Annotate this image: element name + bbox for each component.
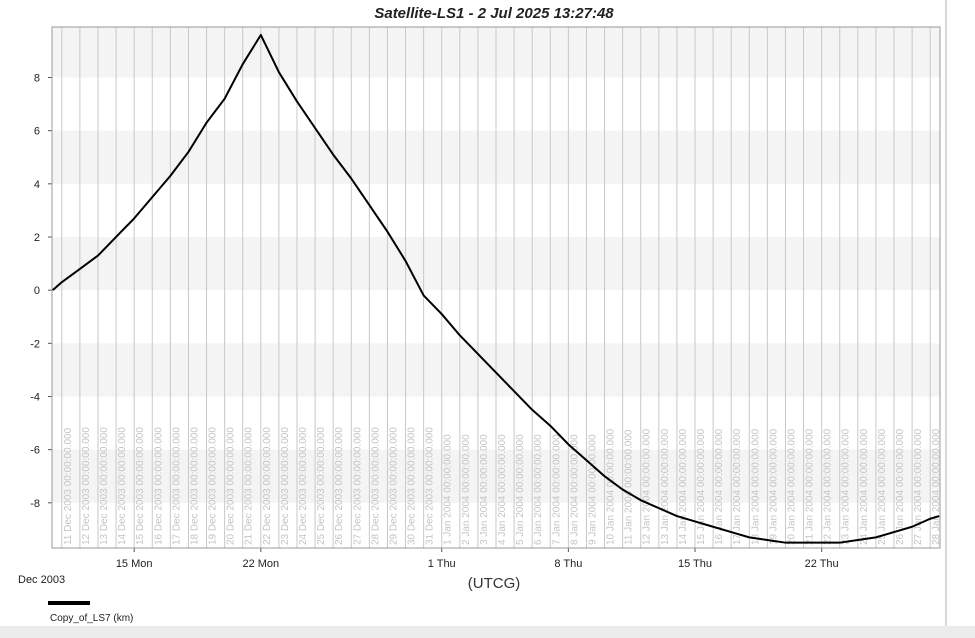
x-major-tick-label: 8 Thu (554, 558, 582, 570)
status-strip (0, 626, 975, 638)
x-tick-label: 17 Jan 2004 00:00:00.000 (732, 428, 743, 545)
y-tick-label: 4 (34, 179, 40, 191)
x-axis-label: (UTCG) (468, 575, 521, 592)
x-tick-label: 5 Jan 2004 00:00:00.000 (515, 434, 526, 545)
x-tick-label: 26 Dec 2003 00:00:00.000 (334, 427, 345, 545)
x-major-tick-label: 15 Thu (678, 558, 712, 570)
x-tick-label: 16 Jan 2004 00:00:00.000 (714, 428, 725, 545)
x-tick-label: 27 Dec 2003 00:00:00.000 (352, 427, 363, 545)
x-tick-label: 12 Dec 2003 00:00:00.000 (81, 427, 92, 545)
x-tick-label: 11 Jan 2004 00:00:00.000 (624, 429, 635, 545)
x-tick-label: 18 Jan 2004 00:00:00.000 (750, 428, 761, 545)
x-major-tick-label: 22 Mon (242, 558, 279, 570)
x-tick-label: 24 Dec 2003 00:00:00.000 (298, 427, 309, 545)
y-tick-label: 0 (34, 285, 40, 297)
x-tick-label: 18 Dec 2003 00:00:00.000 (189, 427, 200, 545)
x-tick-label: 28 Jan 2004 00:00:00.000 (931, 428, 942, 545)
x-tick-label: 3 Jan 2004 00:00:00.000 (479, 434, 490, 545)
x-tick-label: 19 Jan 2004 00:00:00.000 (768, 428, 779, 545)
x-tick-label: 20 Dec 2003 00:00:00.000 (226, 427, 237, 545)
x-tick-label: 9 Jan 2004 00:00:00.000 (587, 434, 598, 545)
x-tick-label: 14 Dec 2003 00:00:00.000 (117, 427, 128, 545)
x-major-tick-label: 1 Thu (428, 558, 456, 570)
x-tick-label: 14 Jan 2004 00:00:00.000 (678, 428, 689, 545)
chart-title: Satellite-LS1 - 2 Jul 2025 13:27:48 (374, 5, 614, 22)
x-tick-label: 11 Dec 2003 00:00:00.000 (63, 427, 74, 545)
y-tick-label: -6 (30, 445, 40, 457)
y-tick-label: 6 (34, 126, 40, 138)
y-tick-label: 2 (34, 232, 40, 244)
x-tick-label: 23 Dec 2003 00:00:00.000 (280, 427, 291, 545)
x-tick-label: 22 Dec 2003 00:00:00.000 (262, 427, 273, 545)
x-major-tick-label: 22 Thu (805, 558, 839, 570)
x-tick-label: 26 Jan 2004 00:00:00.000 (895, 428, 906, 545)
y-tick-label: -8 (30, 498, 40, 510)
legend-label: Copy_of_LS7 (km) (50, 613, 133, 624)
x-tick-label: 10 Jan 2004 00:00:00.000 (606, 428, 617, 545)
x-tick-label: 19 Dec 2003 00:00:00.000 (208, 427, 219, 545)
x-major-tick-label: 15 Mon (116, 558, 153, 570)
x-tick-label: 4 Jan 2004 00:00:00.000 (497, 434, 508, 545)
x-tick-label: 7 Jan 2004 00:00:00.000 (551, 434, 562, 545)
x-tick-label: 29 Dec 2003 00:00:00.000 (388, 427, 399, 545)
x-tick-label: 6 Jan 2004 00:00:00.000 (533, 434, 544, 545)
x-tick-label: 15 Dec 2003 00:00:00.000 (135, 427, 146, 545)
x-tick-label: 22 Jan 2004 00:00:00.000 (823, 428, 834, 545)
x-tick-label: 20 Jan 2004 00:00:00.000 (786, 428, 797, 545)
y-tick-label: -2 (30, 338, 40, 350)
x-tick-label: 27 Jan 2004 00:00:00.000 (913, 428, 924, 545)
x-tick-label: 12 Jan 2004 00:00:00.000 (642, 428, 653, 545)
plot-frame (51, 26, 941, 549)
x-tick-label: 8 Jan 2004 00:00:00.000 (569, 434, 580, 545)
x-tick-label: 17 Dec 2003 00:00:00.000 (171, 427, 182, 545)
x-tick-label: 2 Jan 2004 00:00:00.000 (461, 434, 472, 545)
x-tick-label: 15 Jan 2004 00:00:00.000 (696, 428, 707, 545)
x-tick-label: 25 Jan 2004 00:00:00.000 (877, 428, 888, 545)
x-tick-label: 30 Dec 2003 00:00:00.000 (407, 427, 418, 545)
x-tick-label: 1 Jan 2004 00:00:00.000 (443, 434, 454, 545)
x-tick-label: 24 Jan 2004 00:00:00.000 (859, 428, 870, 545)
data-line (52, 33, 940, 544)
x-tick-label: 21 Jan 2004 00:00:00.000 (805, 428, 816, 545)
x-tick-label: 13 Jan 2004 00:00:00.000 (660, 428, 671, 545)
x-period-label: Dec 2003 (18, 574, 65, 586)
x-tick-label: 13 Dec 2003 00:00:00.000 (99, 427, 110, 545)
x-tick-label: 25 Dec 2003 00:00:00.000 (316, 427, 327, 545)
y-tick-label: 8 (34, 73, 40, 85)
x-tick-label: 21 Dec 2003 00:00:00.000 (244, 427, 255, 545)
x-tick-label: 23 Jan 2004 00:00:00.000 (841, 428, 852, 545)
x-tick-label: 28 Dec 2003 00:00:00.000 (370, 427, 381, 545)
x-tick-label: 16 Dec 2003 00:00:00.000 (153, 427, 164, 545)
y-tick-label: -4 (30, 391, 40, 403)
x-tick-label: 31 Dec 2003 00:00:00.000 (425, 427, 436, 545)
